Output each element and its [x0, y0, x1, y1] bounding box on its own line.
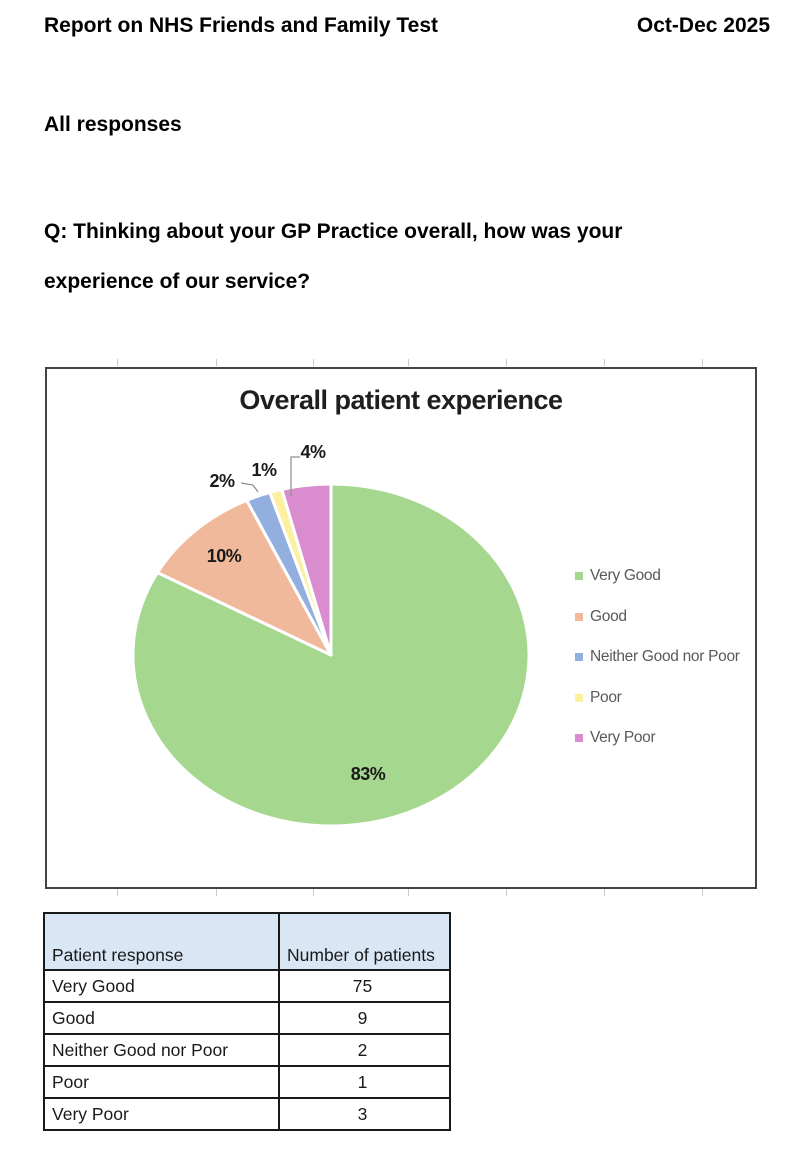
pie-chart: 83% 10% 2% 1% 4% [131, 442, 531, 828]
gridline-tick-icon [604, 889, 605, 896]
table-header-response: Patient response [43, 912, 280, 971]
slice-label-neither-good-nor-poor: 2% [209, 471, 235, 491]
gridline-tick-icon [506, 889, 507, 896]
gridline-tick-icon [604, 359, 605, 366]
table-header-row: Patient response Number of patients [43, 912, 451, 971]
table-cell-count: 2 [278, 1033, 451, 1067]
page-title: Report on NHS Friends and Family Test [44, 14, 438, 37]
legend-swatch-icon [575, 693, 583, 702]
legend-item-very-good: Very Good [575, 567, 740, 585]
table-header-number: Number of patients [278, 912, 451, 971]
gridline-tick-icon [117, 889, 118, 896]
gridline-tick-icon [117, 359, 118, 366]
chart-title: Overall patient experience [239, 385, 563, 415]
table-row: Good 9 [43, 1001, 451, 1035]
report-header: Report on NHS Friends and Family Test Oc… [44, 14, 770, 38]
legend-item-neither-good-nor-poor: Neither Good nor Poor [575, 648, 740, 666]
gridline-tick-icon [408, 359, 409, 366]
legend-label: Good [590, 607, 627, 625]
legend-item-poor: Poor [575, 689, 740, 707]
table-row: Poor 1 [43, 1065, 451, 1099]
table-row: Very Poor 3 [43, 1097, 451, 1131]
gridline-tick-icon [506, 359, 507, 366]
table-cell-count: 9 [278, 1001, 451, 1035]
chart-legend: Very Good Good Neither Good nor Poor Poor Ve… [575, 567, 740, 747]
gridline-tick-icon [216, 889, 217, 896]
gridline-tick-icon [408, 889, 409, 896]
question-line-1: Q: Thinking about your GP Practice overa… [44, 220, 623, 243]
legend-item-very-poor: Very Poor [575, 729, 740, 747]
table-cell-count: 75 [278, 969, 451, 1003]
table-row: Neither Good nor Poor 2 [43, 1033, 451, 1067]
table-cell-response: Poor [43, 1065, 280, 1099]
table-cell-response: Neither Good nor Poor [43, 1033, 280, 1067]
legend-item-good: Good [575, 608, 740, 626]
legend-swatch-icon [575, 612, 583, 621]
report-period: Oct-Dec 2025 [636, 14, 770, 37]
question-line-2: experience of our service? [44, 270, 311, 293]
legend-label: Very Good [590, 567, 661, 584]
leader-line-neither [240, 482, 259, 493]
legend-label: Neither Good nor Poor [590, 648, 740, 665]
pie-slice-good [156, 498, 333, 657]
legend-swatch-icon [575, 653, 583, 661]
legend-swatch-icon [575, 734, 583, 742]
legend-swatch-icon [575, 572, 583, 580]
pie-slice-very-poor [280, 482, 333, 657]
table-cell-response: Good [43, 1001, 280, 1035]
legend-label: Poor [590, 688, 622, 706]
table-cell-response: Very Poor [43, 1097, 280, 1131]
gridline-tick-icon [702, 889, 703, 896]
gridline-tick-icon [313, 359, 314, 366]
table-cell-count: 1 [278, 1065, 451, 1099]
slice-label-good: 10% [207, 546, 242, 566]
slice-label-poor: 1% [251, 460, 277, 480]
data-table: Patient response Number of patients Very… [43, 912, 451, 1131]
slice-label-very-good: 83% [351, 764, 386, 784]
chart-frame: 83% 10% 2% 1% 4% Overall patient experience … [45, 367, 757, 889]
slice-label-very-poor: 4% [300, 442, 326, 462]
table-row: Very Good 75 [43, 969, 451, 1003]
report-subtitle: All responses [44, 113, 182, 136]
gridline-tick-icon [702, 359, 703, 366]
question-text: Q: Thinking about your GP Practice overa… [44, 207, 622, 307]
table-cell-count: 3 [278, 1097, 451, 1131]
legend-label: Very Poor [590, 729, 656, 746]
leader-line-very-poor [290, 456, 300, 496]
table-cell-response: Very Good [43, 969, 280, 1003]
gridline-tick-icon [313, 889, 314, 896]
gridline-tick-icon [216, 359, 217, 366]
